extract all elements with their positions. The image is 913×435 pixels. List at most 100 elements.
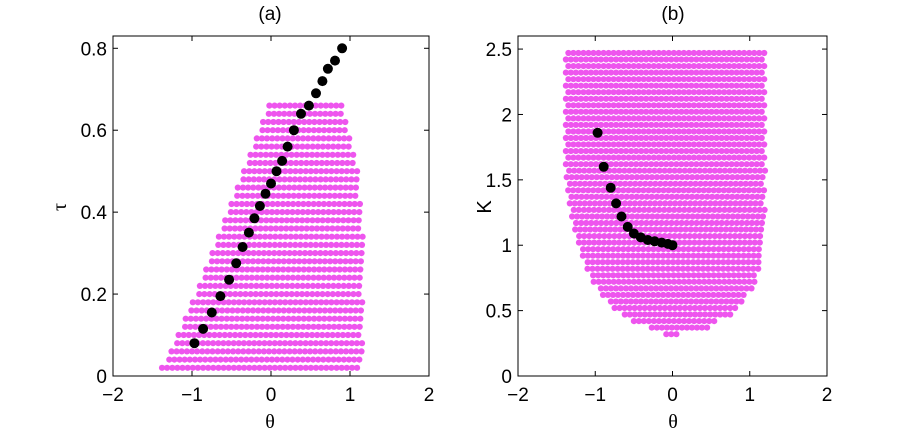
series-point	[282, 141, 293, 152]
region-point	[625, 187, 632, 194]
region-point	[686, 278, 693, 285]
region-point	[633, 121, 640, 128]
region-point	[678, 95, 685, 102]
x-tick-label: 2	[424, 385, 435, 406]
region-point	[610, 102, 617, 109]
region-point	[304, 143, 311, 150]
region-point	[587, 148, 595, 155]
region-point	[565, 63, 572, 70]
region-point	[693, 108, 700, 115]
region-point	[663, 193, 671, 200]
region-point	[268, 143, 275, 150]
region-point	[701, 304, 709, 312]
region-point	[705, 141, 713, 148]
region-point	[708, 56, 715, 63]
series-point	[667, 240, 678, 251]
region-point	[675, 128, 683, 135]
region-point	[695, 89, 703, 96]
region-point	[570, 206, 577, 213]
region-point	[631, 200, 639, 207]
region-point	[585, 49, 592, 57]
region-point	[731, 76, 738, 83]
region-point	[290, 192, 297, 199]
region-point	[253, 323, 261, 330]
region-point	[735, 187, 743, 194]
region-point	[655, 252, 662, 259]
region-point	[582, 82, 590, 89]
region-point	[653, 285, 660, 292]
region-point	[336, 200, 343, 208]
region-point	[335, 282, 342, 289]
region-point	[731, 206, 738, 213]
region-point	[623, 95, 630, 102]
region-point	[263, 356, 270, 363]
region-point	[571, 200, 578, 207]
region-point	[625, 102, 632, 109]
region-point	[608, 174, 616, 181]
region-point	[648, 161, 655, 168]
region-point	[618, 193, 625, 200]
region-point	[703, 219, 710, 227]
region-point	[734, 174, 741, 181]
region-point	[653, 193, 661, 200]
region-point	[653, 324, 661, 331]
region-point	[665, 128, 672, 135]
region-point	[581, 233, 588, 240]
region-point	[756, 128, 763, 135]
x-tick-label: −1	[181, 385, 203, 406]
region-point	[718, 219, 725, 227]
region-point	[692, 200, 699, 207]
region-point	[345, 282, 352, 289]
region-point	[270, 118, 277, 126]
region-point	[703, 82, 710, 89]
region-point	[738, 148, 745, 155]
region-point	[672, 200, 679, 207]
region-point	[605, 89, 612, 96]
region-point	[693, 219, 700, 227]
region-point	[735, 259, 742, 266]
region-point	[658, 148, 665, 155]
region-point	[580, 128, 587, 135]
region-point	[726, 154, 733, 161]
region-point	[620, 272, 627, 279]
region-point	[327, 250, 334, 257]
region-point	[292, 102, 299, 109]
region-point	[295, 200, 302, 208]
region-point	[289, 356, 296, 363]
region-point	[691, 233, 698, 240]
region-point	[570, 115, 577, 122]
region-point	[673, 148, 680, 155]
region-point	[243, 209, 250, 216]
region-point	[638, 219, 645, 227]
region-point	[700, 141, 708, 148]
region-point	[620, 115, 627, 122]
region-point	[607, 298, 615, 305]
region-point	[672, 226, 679, 233]
region-point	[314, 331, 321, 339]
region-point	[312, 340, 319, 347]
region-point	[618, 121, 625, 128]
region-point	[646, 304, 653, 312]
region-point	[700, 272, 707, 279]
region-point	[635, 187, 642, 194]
region-point	[648, 285, 655, 292]
region-point	[658, 134, 665, 142]
region-point	[651, 167, 658, 174]
region-point	[645, 76, 652, 83]
region-point	[751, 206, 758, 213]
region-point	[697, 226, 704, 233]
region-point	[238, 323, 245, 330]
region-point	[751, 102, 758, 109]
region-point	[746, 233, 754, 240]
region-point	[688, 193, 696, 200]
region-point	[336, 315, 343, 322]
region-point	[570, 63, 577, 70]
region-point	[603, 219, 610, 227]
region-point	[612, 298, 620, 305]
region-point	[323, 233, 330, 240]
region-point	[715, 89, 723, 96]
region-point	[720, 187, 728, 194]
region-point	[690, 76, 698, 83]
region-point	[622, 285, 630, 292]
region-point	[593, 174, 600, 181]
